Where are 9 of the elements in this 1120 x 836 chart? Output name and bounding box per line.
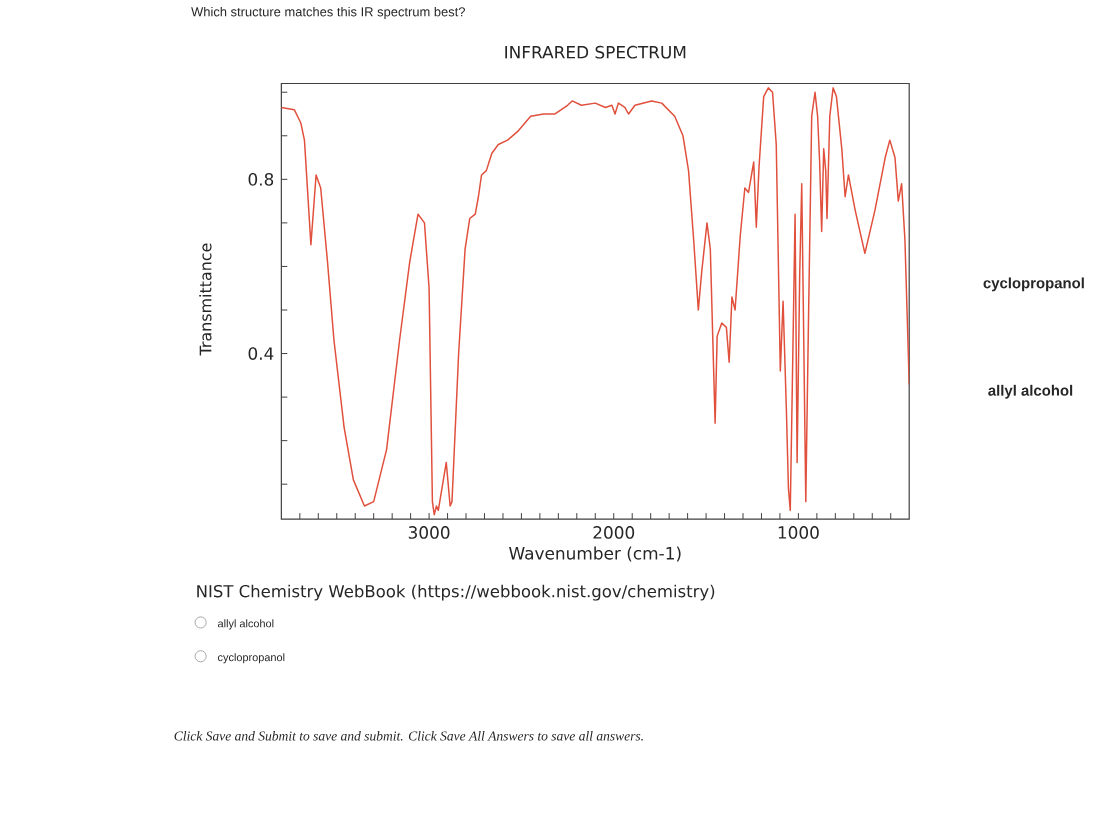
x-tick-label: 3000 [408, 526, 450, 540]
text: NIST Chemistry WebBook (https://webbook.nist.gov/chemistry) [197, 585, 715, 601]
x-tick-label: 1000 [778, 526, 819, 540]
y-tick-label: 0.4 [248, 347, 274, 361]
x-tick-label: 2000 [593, 526, 635, 540]
y-tick-label: 0.8 [248, 173, 274, 187]
x-axis-title: Wavenumber (cm-1) [509, 546, 681, 562]
chart-title: INFRARED SPECTRUM [505, 46, 686, 59]
line-series [281, 87, 910, 516]
